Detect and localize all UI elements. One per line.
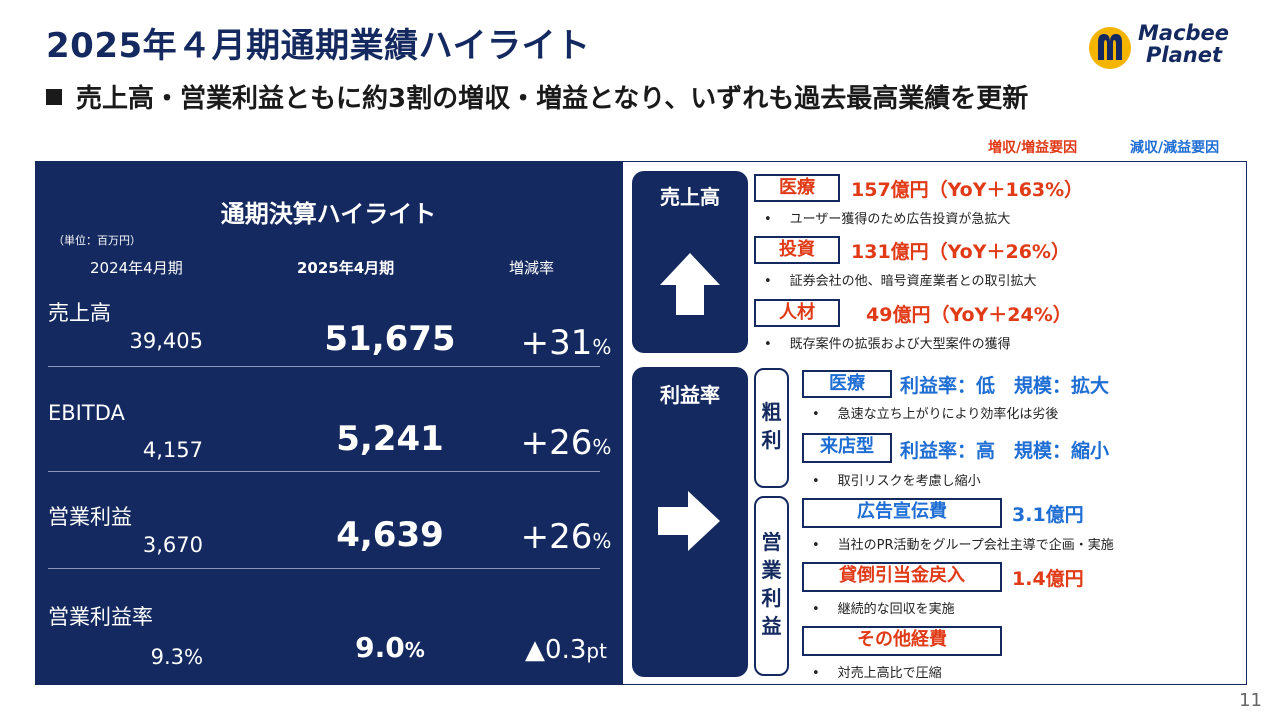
col-header-rate: 増減率 xyxy=(509,259,555,277)
tag-medical-sales: 医療 xyxy=(754,174,840,202)
curr-value-operating-margin: 9.0% xyxy=(355,631,425,664)
tag-instore-margin: 来店型 xyxy=(802,433,892,463)
gross-profit-label: 粗利 xyxy=(754,368,789,488)
value-bad-debt-reversal: 1.4億円 xyxy=(1012,568,1084,590)
margin-section-title: 利益率 xyxy=(660,383,720,407)
tag-advertising: 広告宣伝費 xyxy=(802,498,1002,528)
logo-line2: Planet xyxy=(1146,43,1222,67)
note-other-expenses: 対売上高比で圧縮 xyxy=(812,662,942,681)
page-subtitle: 売上高・営業利益ともに約3割の増収・増益となり、いずれも過去最高業績を更新 xyxy=(46,78,1028,115)
row-label-sales: 売上高 xyxy=(48,301,111,325)
margin-section-box: 利益率 xyxy=(632,367,748,677)
row-label-operating-margin: 営業利益率 xyxy=(48,605,153,629)
col-header-curr: 2025年4月期 xyxy=(297,259,395,277)
arrow-right-icon xyxy=(658,491,720,551)
prev-value-operating-profit: 3,670 xyxy=(142,533,203,557)
rate-value-operating-profit: +26% xyxy=(520,517,612,557)
legend-increase-factor: 増収/増益要因 xyxy=(988,140,1078,156)
note-bad-debt-reversal: 継続的な回収を実施 xyxy=(812,598,955,617)
rate-value-ebitda: +26% xyxy=(520,423,612,463)
subtitle-text: 売上高・営業利益ともに約3割の増収・増益となり、いずれも過去最高業績を更新 xyxy=(76,84,1029,114)
value-investment-sales: 131億円（YoY＋26%） xyxy=(851,241,1070,263)
square-bullet-icon xyxy=(46,89,62,105)
operating-profit-label: 営業利益 xyxy=(754,496,789,676)
prev-value-ebitda: 4,157 xyxy=(142,438,203,462)
arrow-up-icon xyxy=(660,253,720,315)
page-number: 11 xyxy=(1239,690,1262,711)
sales-section-box: 売上高 xyxy=(632,171,748,353)
tag-investment-sales: 投資 xyxy=(754,236,840,264)
row-label-ebitda: EBITDA xyxy=(48,401,125,425)
note-hr-sales: 既存案件の拡張および大型案件の獲得 xyxy=(764,333,1011,352)
curr-value-operating-profit: 4,639 xyxy=(336,515,444,555)
note-instore-margin: 取引リスクを考慮し縮小 xyxy=(812,470,981,489)
value-instore-margin: 利益率：高 規模：縮小 xyxy=(900,440,1110,462)
note-medical-margin: 急速な立ち上がりにより効率化は劣後 xyxy=(812,403,1059,422)
tag-hr-sales: 人材 xyxy=(754,299,840,327)
logo-line1: Macbee xyxy=(1138,21,1230,45)
highlight-title: 通期決算ハイライト xyxy=(220,200,437,228)
rate-value-operating-margin: ▲0.3pt xyxy=(525,635,607,665)
note-advertising: 当社のPR活動をグループ会社主導で企画・実施 xyxy=(812,534,1114,553)
tag-other-expenses: その他経費 xyxy=(802,626,1002,656)
row-divider xyxy=(48,366,600,367)
tag-bad-debt-reversal: 貸倒引当金戻入 xyxy=(802,562,1002,592)
prev-value-sales: 39,405 xyxy=(129,329,203,353)
sales-section-title: 売上高 xyxy=(660,185,720,209)
row-divider xyxy=(48,471,600,472)
curr-value-sales: 51,675 xyxy=(324,319,456,359)
tag-medical-margin: 医療 xyxy=(802,370,892,398)
row-divider xyxy=(48,568,600,569)
unit-label: （単位：百万円） xyxy=(53,234,141,247)
highlight-panel: 通期決算ハイライト （単位：百万円） 2024年4月期 2025年4月期 増減率… xyxy=(35,161,622,685)
value-hr-sales: 49億円（YoY＋24%） xyxy=(866,304,1072,326)
col-header-prev: 2024年4月期 xyxy=(90,259,183,277)
page-title: 2025年４月期通期業績ハイライト xyxy=(46,26,591,66)
row-label-operating-profit: 営業利益 xyxy=(48,505,132,529)
legend-decrease-factor: 減収/減益要因 xyxy=(1130,140,1220,156)
note-investment-sales: 証券会社の他、暗号資産業者との取引拡大 xyxy=(764,270,1037,289)
curr-value-ebitda: 5,241 xyxy=(336,419,444,459)
rate-value-sales: +31% xyxy=(520,323,612,363)
value-medical-sales: 157億円（YoY＋163%） xyxy=(851,179,1084,201)
value-advertising: 3.1億円 xyxy=(1012,504,1084,526)
note-medical-sales: ユーザー獲得のため広告投資が急拡大 xyxy=(764,208,1011,227)
value-medical-margin: 利益率：低 規模：拡大 xyxy=(900,375,1110,397)
logo-text: Macbee Planet xyxy=(1138,22,1229,66)
macbee-planet-logo xyxy=(1089,27,1131,69)
prev-value-operating-margin: 9.3% xyxy=(150,645,203,669)
